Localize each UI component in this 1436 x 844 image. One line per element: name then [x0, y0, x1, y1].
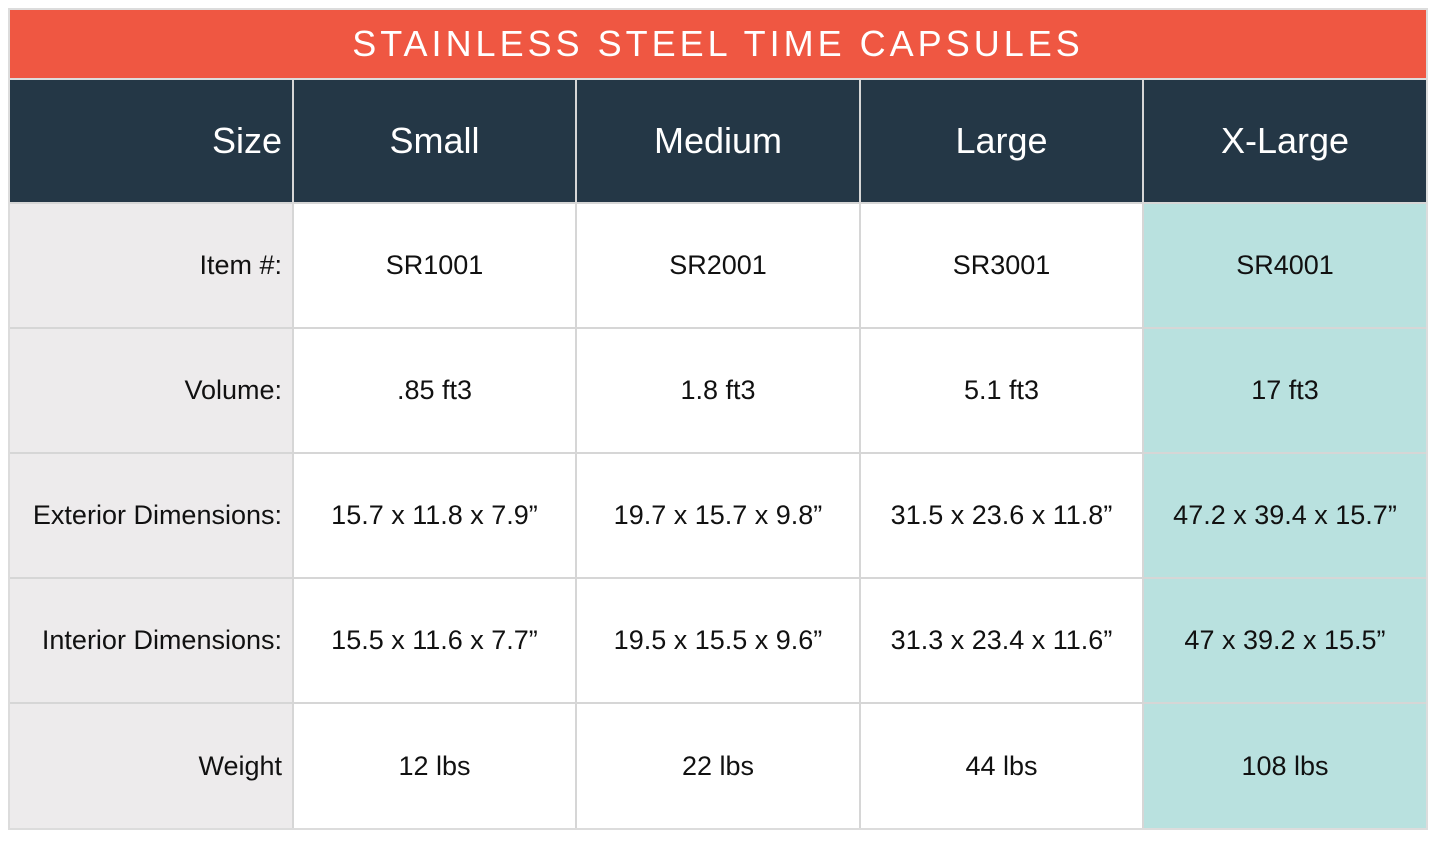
- cell-volume-x-large: 17 ft3: [1144, 329, 1426, 452]
- cell-volume-large: 5.1 ft3: [861, 329, 1142, 452]
- cell-exterior-large: 31.5 x 23.6 x 11.8”: [861, 454, 1142, 577]
- header-medium: Medium: [577, 80, 859, 202]
- cell-interior-small: 15.5 x 11.6 x 7.7”: [294, 579, 575, 702]
- cell-interior-large: 31.3 x 23.4 x 11.6”: [861, 579, 1142, 702]
- header-x-large: X-Large: [1144, 80, 1426, 202]
- header-large: Large: [861, 80, 1142, 202]
- cell-volume-small: .85 ft3: [294, 329, 575, 452]
- cell-weight-x-large: 108 lbs: [1144, 704, 1426, 828]
- row-label-volume: Volume:: [10, 329, 292, 452]
- cell-exterior-x-large: 47.2 x 39.4 x 15.7”: [1144, 454, 1426, 577]
- header-small: Small: [294, 80, 575, 202]
- table-title: STAINLESS STEEL TIME CAPSULES: [10, 10, 1426, 78]
- cell-exterior-small: 15.7 x 11.8 x 7.9”: [294, 454, 575, 577]
- row-label-exterior-dimensions: Exterior Dimensions:: [10, 454, 292, 577]
- cell-item-small: SR1001: [294, 204, 575, 327]
- cell-item-medium: SR2001: [577, 204, 859, 327]
- spec-table: STAINLESS STEEL TIME CAPSULES Size Small…: [8, 8, 1428, 830]
- cell-weight-small: 12 lbs: [294, 704, 575, 828]
- row-label-interior-dimensions: Interior Dimensions:: [10, 579, 292, 702]
- cell-item-x-large: SR4001: [1144, 204, 1426, 327]
- cell-exterior-medium: 19.7 x 15.7 x 9.8”: [577, 454, 859, 577]
- cell-volume-medium: 1.8 ft3: [577, 329, 859, 452]
- cell-item-large: SR3001: [861, 204, 1142, 327]
- row-label-weight: Weight: [10, 704, 292, 828]
- cell-weight-large: 44 lbs: [861, 704, 1142, 828]
- header-size-label: Size: [10, 80, 292, 202]
- cell-weight-medium: 22 lbs: [577, 704, 859, 828]
- cell-interior-x-large: 47 x 39.2 x 15.5”: [1144, 579, 1426, 702]
- table-grid: Size Small Medium Large X-Large Item #: …: [10, 80, 1426, 828]
- cell-interior-medium: 19.5 x 15.5 x 9.6”: [577, 579, 859, 702]
- row-label-item-number: Item #:: [10, 204, 292, 327]
